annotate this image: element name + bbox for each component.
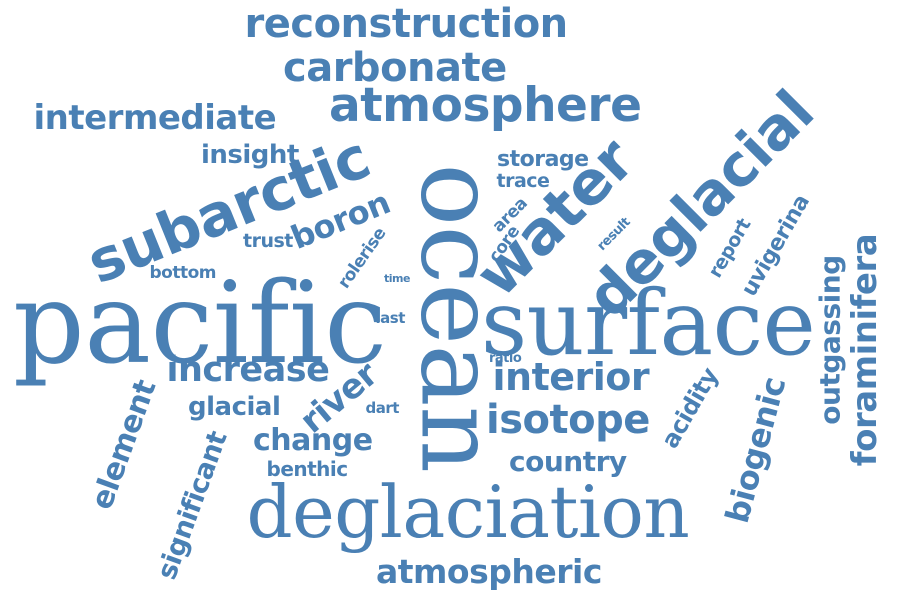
word-significant: significant	[150, 426, 234, 584]
word-pacific: pacific	[13, 259, 387, 389]
word-interior: interior	[492, 355, 650, 399]
word-ratio: ratio	[489, 350, 522, 366]
word-dart: dart	[365, 398, 400, 417]
word-foraminifera: foraminifera	[845, 233, 886, 467]
word-increase: increase	[166, 349, 330, 390]
word-glacial: glacial	[188, 392, 281, 422]
word-reconstruction: reconstruction	[244, 1, 569, 47]
word-acidity: acidity	[655, 363, 724, 453]
word-deglaciation: deglaciation	[246, 470, 690, 554]
word-element: element	[83, 375, 163, 515]
word-atmospheric: atmospheric	[376, 551, 602, 591]
word-bottom: bottom	[149, 262, 217, 283]
word-biogenic: biogenic	[717, 373, 793, 527]
word-isotope: isotope	[486, 397, 650, 443]
word-carbonate: carbonate	[283, 45, 507, 91]
word-intermediate: intermediate	[33, 98, 277, 138]
word-outgassing: outgassing	[813, 255, 847, 425]
word-storage: storage	[497, 147, 589, 172]
word-time: time	[384, 271, 410, 285]
word-benthic: benthic	[266, 457, 349, 481]
word-last: last	[375, 308, 406, 327]
word-trust: trust	[243, 229, 293, 252]
word-country: country	[509, 445, 627, 478]
word-change: change	[253, 423, 373, 458]
word-atmosphere: atmosphere	[329, 77, 642, 133]
word-trace: trace	[496, 169, 550, 192]
word-surface: surface	[481, 271, 816, 376]
word-insight: insight	[201, 140, 299, 170]
